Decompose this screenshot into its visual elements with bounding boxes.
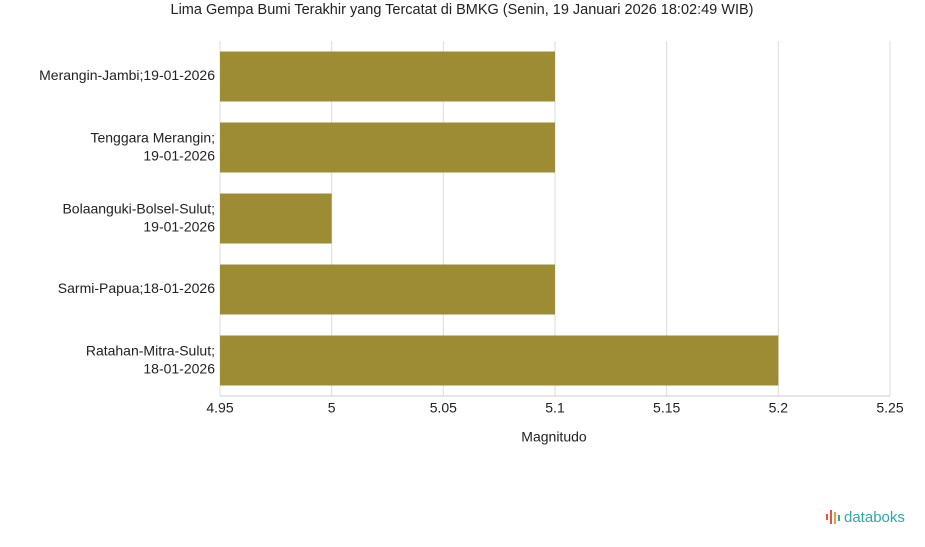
x-axis-title: Magnitudo	[521, 429, 587, 445]
bar	[220, 193, 332, 244]
x-tick-label: 5.1	[545, 400, 565, 416]
bar	[220, 335, 779, 386]
x-tick-label: 5.05	[430, 400, 457, 416]
x-tick-label: 5.25	[876, 400, 903, 416]
x-tick-label: 5	[328, 400, 336, 416]
logo-icon	[826, 510, 840, 524]
x-tick-label: 5.2	[769, 400, 789, 416]
chart-title: Lima Gempa Bumi Terakhir yang Tercatat d…	[171, 2, 754, 18]
y-tick-label: Tenggara Merangin; 19-01-2026	[90, 129, 215, 163]
x-tick-label: 5.15	[653, 400, 680, 416]
bar	[220, 51, 555, 102]
logo-text: databoks	[844, 509, 905, 526]
y-tick-label: Sarmi-Papua;18-01-2026	[58, 280, 215, 296]
bar	[220, 264, 555, 315]
bar	[220, 122, 555, 173]
y-tick-label: Ratahan-Mitra-Sulut; 18-01-2026	[86, 342, 215, 376]
x-tick-label: 4.95	[206, 400, 233, 416]
y-tick-label: Merangin-Jambi;19-01-2026	[39, 67, 215, 83]
y-tick-label: Bolaanguki-Bolsel-Sulut; 19-01-2026	[62, 200, 215, 234]
